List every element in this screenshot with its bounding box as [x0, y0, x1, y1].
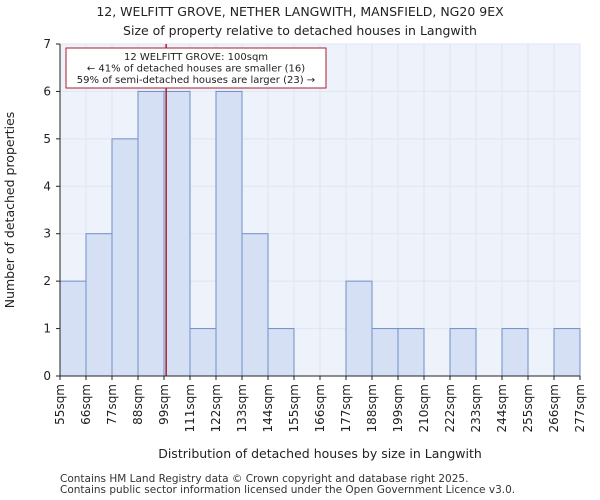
- bar-177sqm: [345, 280, 373, 377]
- bar-244sqm: [501, 328, 529, 377]
- histogram-chart: 0 1 2 3 4 5 6 7 55sqm 66sqm 77sqm 88sqm 99sqm 111sqm…: [2, 37, 587, 461]
- y-tick-label: 0: [43, 369, 51, 383]
- bars: [59, 90, 581, 377]
- y-ticks: 0 1 2 3 4 5 6 7: [43, 37, 60, 383]
- bar-111sqm: [189, 328, 217, 377]
- x-tick-label: 177sqm: [339, 384, 353, 432]
- annotation: 12 WELFITT GROVE: 100sqm← 41% of detache…: [65, 47, 327, 89]
- bar-66sqm: [85, 233, 113, 377]
- y-axis-label: Number of detached properties: [2, 112, 17, 309]
- bar-199sqm: [397, 328, 425, 377]
- annotation-line: 12 WELFITT GROVE: 100sqm: [124, 52, 268, 63]
- x-ticks: 55sqm 66sqm 77sqm 88sqm 99sqm 111sqm 122sqm 133…: [53, 376, 587, 432]
- chart-subtitle: Size of property relative to detached ho…: [123, 23, 477, 38]
- y-tick-label: 5: [43, 132, 51, 146]
- chart-title-block: 12, WELFITT GROVE, NETHER LANGWITH, MANS…: [0, 2, 600, 40]
- y-tick-label: 2: [43, 274, 51, 288]
- x-tick-label: 88sqm: [131, 384, 145, 425]
- annotation-box: [65, 47, 327, 89]
- x-tick-label: 244sqm: [495, 384, 509, 432]
- x-tick-label: 122sqm: [209, 384, 223, 432]
- x-tick-label: 111sqm: [183, 384, 197, 432]
- y-tick-label: 7: [43, 37, 51, 51]
- bar-122sqm: [215, 90, 243, 377]
- y-tick-label: 4: [43, 179, 51, 193]
- bar-266sqm: [553, 328, 581, 377]
- y-tick-label: 6: [43, 84, 51, 98]
- x-tick-label: 266sqm: [547, 384, 561, 432]
- annotation-line: 59% of semi-detached houses are larger (…: [77, 75, 315, 86]
- y-tick-label: 3: [43, 227, 51, 241]
- x-axis-label: Distribution of detached houses by size …: [158, 446, 482, 461]
- x-tick-label: 188sqm: [365, 384, 379, 432]
- footer-line-2: Contains public sector information licen…: [60, 484, 516, 496]
- bar-222sqm: [449, 328, 477, 377]
- bar-133sqm: [241, 233, 269, 377]
- x-tick-label: 77sqm: [105, 384, 119, 425]
- bar-77sqm: [111, 138, 139, 377]
- bar-99sqm: [163, 90, 191, 377]
- x-tick-label: 233sqm: [469, 384, 483, 432]
- x-tick-label: 144sqm: [261, 384, 275, 432]
- x-tick-label: 99sqm: [157, 384, 171, 425]
- x-tick-label: 66sqm: [79, 384, 93, 425]
- x-tick-label: 155sqm: [287, 384, 301, 432]
- footer-line-1: Contains HM Land Registry data © Crown c…: [60, 473, 469, 485]
- x-tick-label: 222sqm: [443, 384, 457, 432]
- x-tick-label: 277sqm: [573, 384, 587, 432]
- y-tick-label: 1: [43, 322, 51, 336]
- x-tick-label: 166sqm: [313, 384, 327, 432]
- x-tick-label: 210sqm: [417, 384, 431, 432]
- bar-144sqm: [267, 328, 295, 377]
- bar-188sqm: [371, 328, 399, 377]
- annotation-line: ← 41% of detached houses are smaller (16…: [87, 64, 305, 75]
- bar-55sqm: [59, 280, 87, 377]
- chart-title: 12, WELFITT GROVE, NETHER LANGWITH, MANS…: [96, 4, 504, 19]
- x-tick-label: 255sqm: [521, 384, 535, 432]
- x-tick-label: 55sqm: [53, 384, 67, 425]
- x-tick-label: 199sqm: [391, 384, 405, 432]
- footer: Contains HM Land Registry data © Crown c…: [60, 474, 515, 496]
- bar-88sqm: [137, 90, 165, 377]
- x-tick-label: 133sqm: [235, 384, 249, 432]
